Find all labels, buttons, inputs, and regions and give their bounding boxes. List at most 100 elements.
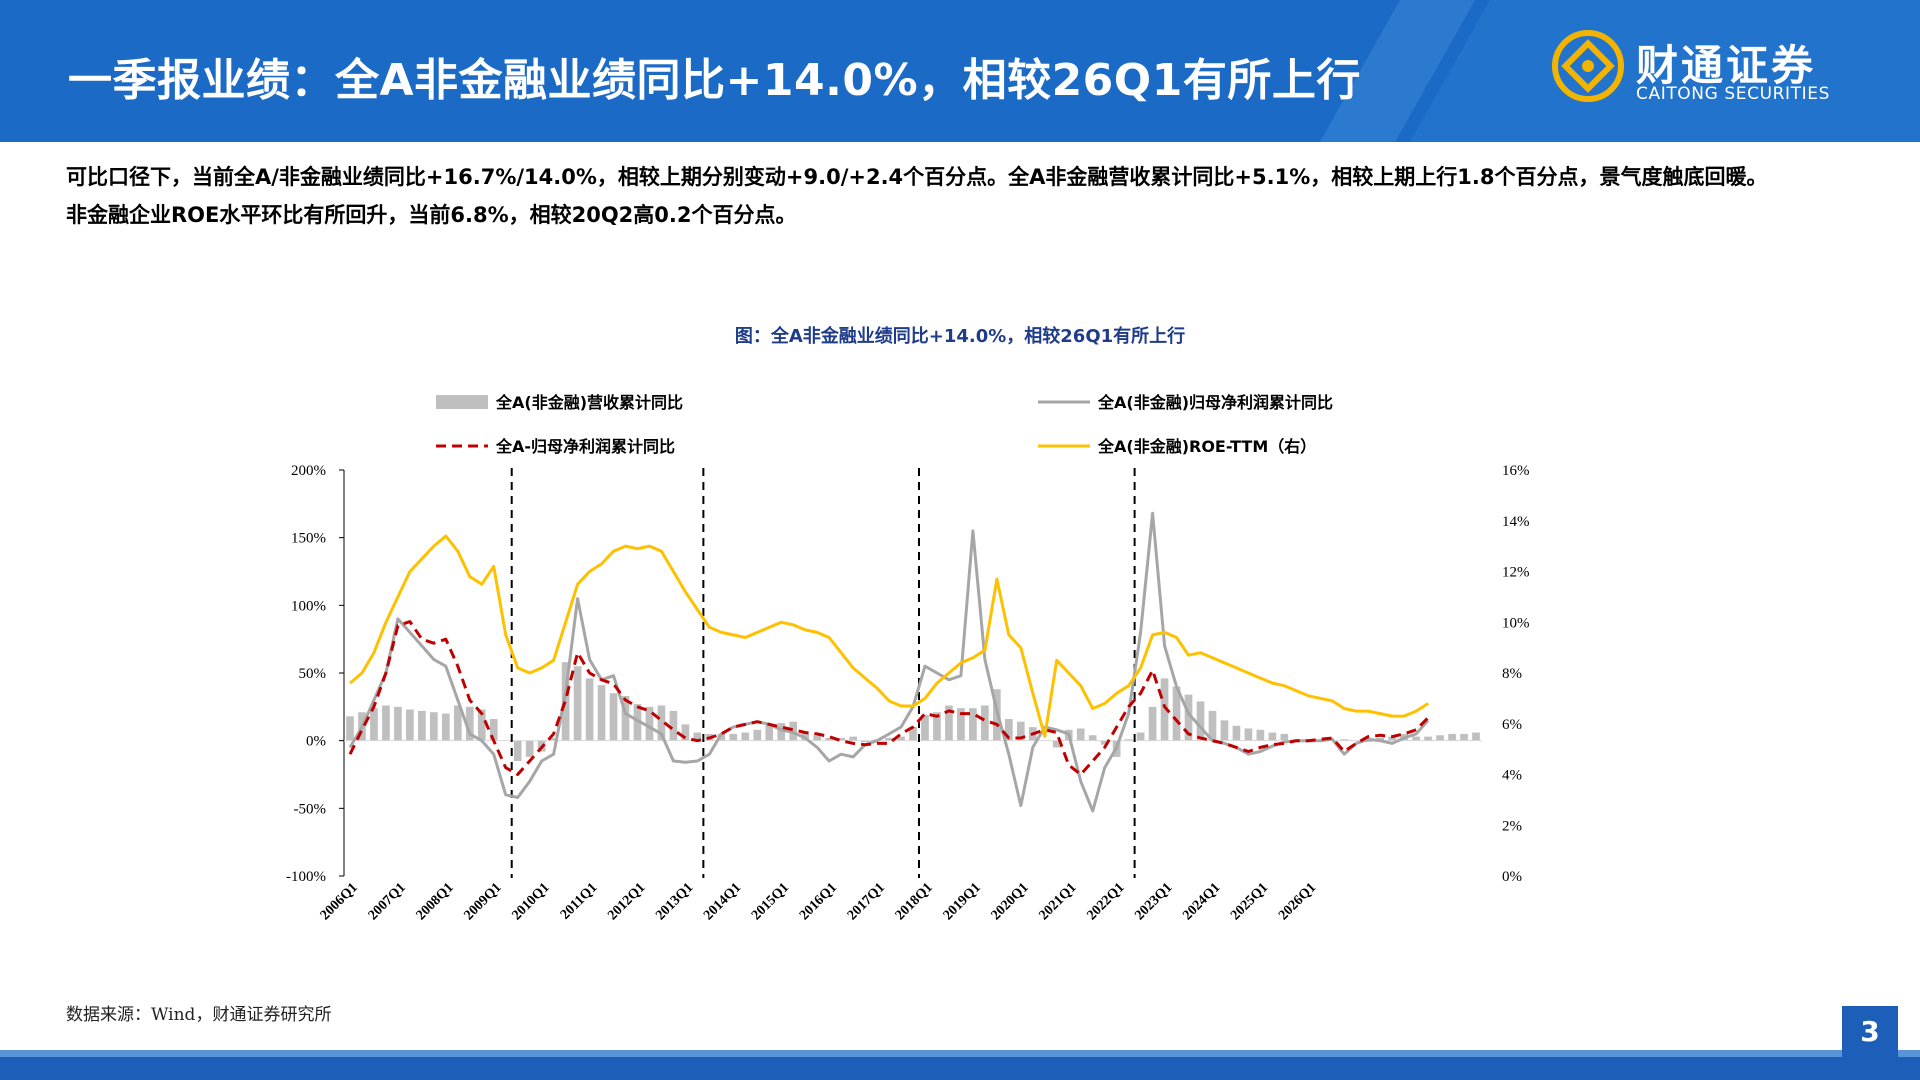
bar-revenue-yoy	[1136, 732, 1145, 741]
bar-revenue-yoy	[1244, 728, 1253, 741]
y-tick-left-label: -100%	[286, 869, 326, 885]
bar-revenue-yoy	[597, 685, 606, 741]
x-tick-label: 2014Q1	[701, 880, 744, 923]
bar-revenue-yoy	[1472, 732, 1480, 741]
x-tick-label: 2022Q1	[1084, 880, 1127, 923]
bar-revenue-yoy	[1100, 740, 1109, 745]
x-tick-label: 2009Q1	[462, 880, 505, 923]
footer-bar-light	[0, 1050, 1920, 1057]
summary-line-2: 非金融企业ROE水平环比有所回升，当前6.8%，相较20Q2高0.2个百分点。	[66, 203, 797, 227]
bar-revenue-yoy	[693, 732, 702, 741]
bar-revenue-yoy	[681, 724, 690, 741]
bar-revenue-yoy	[1220, 720, 1229, 741]
legend-swatch-bar	[436, 395, 488, 409]
bar-revenue-yoy	[849, 736, 857, 741]
y-tick-right-label: 14%	[1502, 514, 1530, 530]
y-tick-left-label: 0%	[306, 734, 326, 750]
bar-revenue-yoy	[837, 737, 845, 741]
bar-revenue-yoy	[753, 729, 762, 741]
legend-label: 全A(非金融)归母净利润累计同比	[1097, 393, 1333, 412]
bar-revenue-yoy	[669, 710, 678, 741]
bar-revenue-yoy	[441, 713, 450, 741]
y-tick-left-label: -50%	[294, 801, 327, 817]
y-tick-right-label: 0%	[1502, 869, 1522, 885]
bar-revenue-yoy	[1208, 710, 1217, 741]
bar-revenue-yoy	[969, 708, 977, 741]
x-tick-label: 2020Q1	[989, 880, 1032, 923]
line-roe-ttm	[349, 534, 1429, 738]
bar-revenue-yoy	[525, 740, 534, 757]
bar-revenue-yoy	[346, 716, 354, 741]
bar-revenue-yoy	[981, 705, 989, 741]
x-tick-label: 2024Q1	[1180, 880, 1223, 923]
bar-revenue-yoy	[430, 712, 438, 741]
header-bg-stripe	[1320, 0, 1475, 142]
bar-revenue-yoy	[861, 740, 869, 743]
bar-revenue-yoy	[1148, 706, 1157, 741]
bar-revenue-yoy	[1448, 733, 1456, 741]
bar-revenue-yoy	[477, 709, 486, 741]
y-tick-left-label: 150%	[291, 531, 326, 547]
y-tick-left-label: 200%	[291, 463, 326, 479]
x-tick-label: 2011Q1	[558, 880, 601, 923]
x-tick-label: 2016Q1	[797, 880, 840, 923]
bar-revenue-yoy	[1172, 686, 1181, 741]
bar-revenue-yoy	[729, 733, 738, 741]
bar-revenue-yoy	[1076, 728, 1085, 741]
line-nonfin-profit-yoy	[348, 511, 1430, 813]
logo-mark-icon	[1552, 30, 1624, 102]
chart: 200% 150% 100% 50% 0% -50% -100% 16% 14% 12% 10% 8%…	[286, 393, 1530, 923]
bar-revenue-yoy	[513, 740, 522, 761]
bar-revenue-yoy	[418, 710, 426, 741]
x-tick-label: 2026Q1	[1276, 880, 1319, 923]
legend-label: 全A(非金融)营收累计同比	[495, 393, 683, 412]
legend-label: 全A(非金融)ROE-TTM（右）	[1097, 437, 1316, 456]
page-number: 3	[1842, 1006, 1898, 1058]
logo-text-en: CAITONG SECURITIES	[1636, 84, 1830, 104]
bar-revenue-yoy	[370, 708, 378, 741]
x-tick-label: 2021Q1	[1036, 880, 1079, 923]
bar-revenue-yoy	[1412, 736, 1420, 741]
bar-revenue-yoy	[717, 733, 726, 741]
bar-revenue-yoy	[1460, 733, 1468, 741]
bar-revenue-yoy	[453, 705, 462, 741]
bar-revenue-yoy	[561, 662, 570, 741]
bar-revenue-yoy	[957, 708, 965, 741]
y-tick-left-label: 100%	[291, 598, 326, 614]
bar-revenue-yoy	[885, 737, 893, 741]
summary-text: 可比口径下，当前全A/非金融业绩同比+16.7%/14.0%，相较上期分别变动+…	[66, 158, 1856, 234]
bar-revenue-yoy	[609, 693, 618, 741]
data-source: 数据来源：Wind，财通证券研究所	[66, 1005, 332, 1025]
chart-title: 图：全A非金融业绩同比+14.0%，相较26Q1有所上行	[734, 326, 1186, 347]
bar-revenue-yoy	[825, 737, 833, 741]
bar-revenue-yoy	[1388, 736, 1396, 741]
bar-revenue-yoy	[633, 704, 642, 741]
x-tick-label: 2008Q1	[414, 880, 457, 923]
y-tick-right-label: 12%	[1502, 565, 1530, 581]
bar-revenue-yoy	[1280, 733, 1289, 741]
summary-line-1: 可比口径下，当前全A/非金融业绩同比+16.7%/14.0%，相较上期分别变动+…	[66, 165, 1768, 189]
bar-revenue-yoy	[382, 705, 390, 741]
x-tick-label: 2010Q1	[509, 880, 552, 923]
bar-revenue-yoy	[1016, 721, 1025, 741]
y-tick-right-label: 2%	[1502, 818, 1522, 834]
y-tick-right-label: 6%	[1502, 717, 1522, 733]
x-tick-label: 2013Q1	[653, 880, 696, 923]
x-tick-label: 2023Q1	[1132, 880, 1175, 923]
y-tick-right-label: 16%	[1502, 463, 1530, 479]
bar-revenue-yoy	[406, 709, 414, 741]
bar-revenue-yoy	[777, 723, 786, 741]
bar-revenue-yoy	[549, 737, 558, 741]
bar-revenue-yoy	[1232, 725, 1241, 741]
x-tick-label: 2012Q1	[605, 880, 648, 923]
bar-revenue-yoy	[1124, 739, 1133, 741]
bar-revenue-yoy	[1052, 740, 1061, 748]
bar-revenue-yoy	[897, 736, 905, 741]
x-tick-label: 2017Q1	[845, 880, 888, 923]
y-tick-right-label: 10%	[1502, 615, 1530, 631]
bar-revenue-yoy	[813, 735, 822, 741]
bar-revenue-yoy	[765, 724, 774, 741]
footer-bar	[0, 1057, 1920, 1080]
x-tick-label: 2006Q1	[318, 880, 361, 923]
header-background	[0, 0, 1920, 142]
